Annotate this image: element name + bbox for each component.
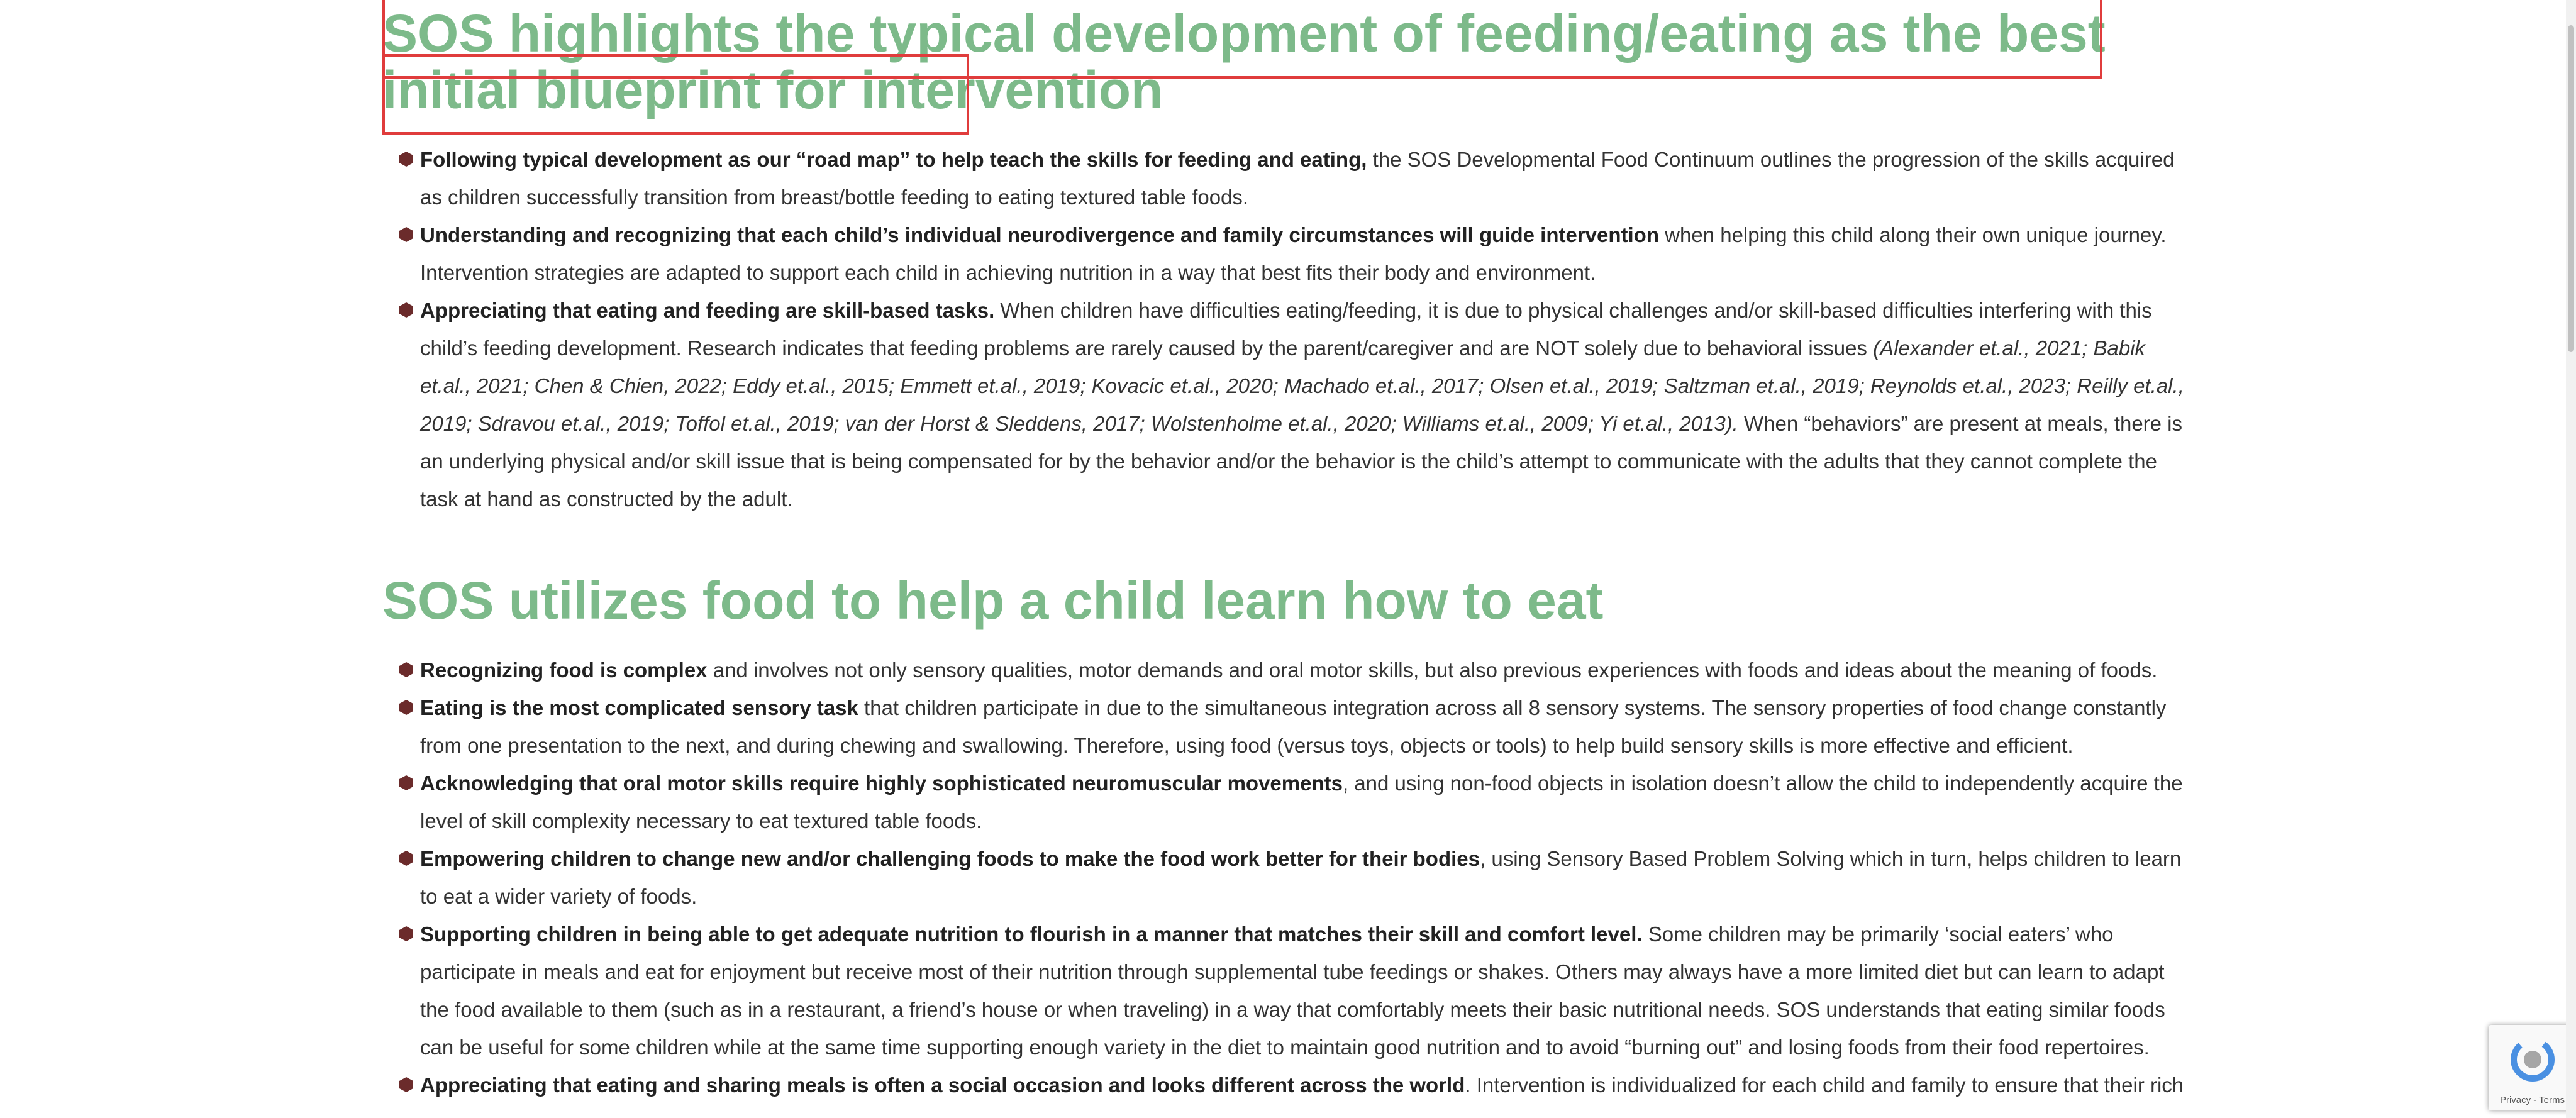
bullet-list: Recognizing food is complex and involves… [382, 651, 2194, 1104]
bold-lead: Empowering children to change new and/or… [420, 847, 1480, 870]
highlight-box [382, 0, 2102, 79]
bold-lead: Recognizing food is complex [420, 658, 708, 682]
section-heading: SOS highlights the typical development o… [382, 4, 2106, 119]
bullet-item: Appreciating that eating and feeding are… [399, 292, 2194, 518]
item-text: when helping this child along their own … [420, 223, 2167, 284]
bullet-item: Appreciating that eating and sharing mea… [399, 1066, 2194, 1104]
bullet-item: Eating is the most complicated sensory t… [399, 689, 2194, 765]
bold-lead: Appreciating that eating and sharing mea… [420, 1073, 1465, 1097]
item-text: , using Sensory Based Problem Solving wh… [420, 847, 2182, 908]
recaptcha-badge[interactable]: Privacy - Terms [2489, 1025, 2576, 1110]
bullet-icon [399, 775, 413, 790]
bullet-item: Following typical development as our “ro… [399, 141, 2194, 216]
bold-lead: Understanding and recognizing that each … [420, 223, 1659, 246]
item-text: Some children may be primarily ‘social e… [420, 922, 2165, 1059]
bold-lead: Acknowledging that oral motor skills req… [420, 772, 1343, 795]
bullet-item: Understanding and recognizing that each … [399, 216, 2194, 292]
bullet-icon [399, 851, 413, 866]
bullet-item: Acknowledging that oral motor skills req… [399, 765, 2194, 840]
bullet-item: Empowering children to change new and/or… [399, 840, 2194, 916]
bold-lead: Appreciating that eating and feeding are… [420, 299, 995, 322]
recaptcha-links[interactable]: Privacy - Terms [2499, 1095, 2565, 1105]
content: SOS highlights the typical development o… [382, 0, 2194, 1104]
bullet-item: Supporting children in being able to get… [399, 916, 2194, 1066]
scroll-thumb[interactable] [2568, 25, 2574, 352]
bullet-icon [399, 926, 413, 941]
bullet-icon [399, 302, 413, 318]
item-text: When children have difficulties eating/f… [420, 299, 2152, 360]
bullet-item: Recognizing food is complex and involves… [399, 651, 2194, 689]
item-text: When “behaviors” are present at meals, t… [420, 412, 2183, 511]
section-heading: SOS utilizes food to help a child learn … [382, 571, 1604, 630]
bold-lead: Following typical development as our “ro… [420, 148, 1367, 171]
highlight-box [382, 54, 969, 135]
bullet-icon [399, 700, 413, 715]
bullet-icon [399, 152, 413, 167]
bullet-list: Following typical development as our “ro… [382, 141, 2194, 518]
citation: (Alexander et.al., 2021; Babik et.al., 2… [420, 336, 2184, 435]
bullet-icon [399, 1077, 413, 1092]
item-text: , and using non-food objects in isolatio… [420, 772, 2183, 833]
recaptcha-logo [2511, 1038, 2555, 1082]
bold-lead: Supporting children in being able to get… [420, 922, 1643, 946]
bullet-icon [399, 227, 413, 242]
item-text: that children participate in due to the … [420, 696, 2167, 757]
scrollbar[interactable] [2566, 0, 2576, 1118]
item-text: . Intervention is individualized for eac… [1465, 1073, 2184, 1097]
bold-lead: Eating is the most complicated sensory t… [420, 696, 858, 719]
item-text: and involves not only sensory qualities,… [707, 658, 2158, 682]
item-text: the SOS Developmental Food Continuum out… [420, 148, 2175, 209]
bullet-icon [399, 662, 413, 677]
